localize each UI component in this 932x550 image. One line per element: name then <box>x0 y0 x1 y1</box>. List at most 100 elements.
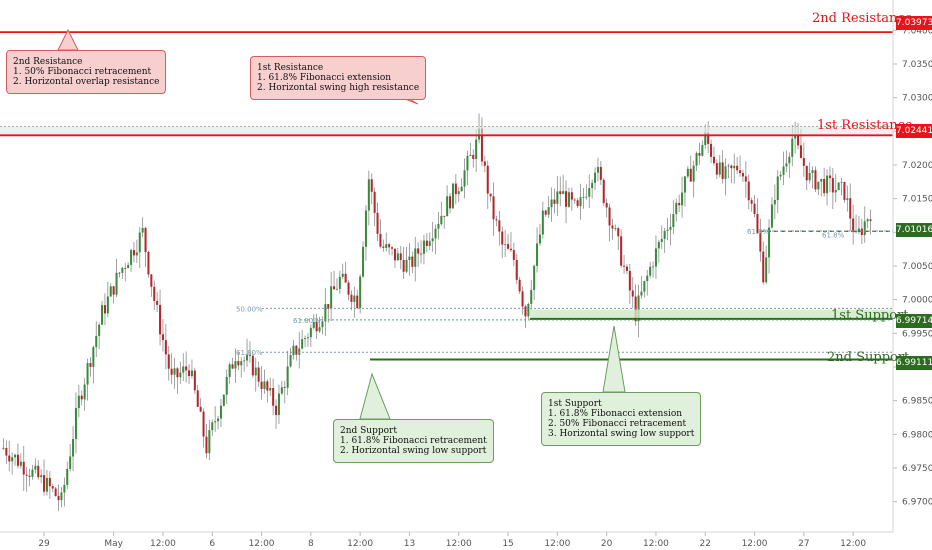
candle-body <box>106 296 109 314</box>
candle-body <box>486 165 489 194</box>
candle-body <box>843 181 846 200</box>
candle-body <box>753 203 756 215</box>
levels-layer: 50.00% 61.80% 61.80% 61.8% 61.8% <box>0 31 893 361</box>
candle-body <box>741 173 744 177</box>
candle-body <box>370 179 373 192</box>
candle-body <box>567 192 570 207</box>
candle-body <box>277 393 280 416</box>
candle-body <box>501 231 504 245</box>
x-tick-label: 12:00 <box>150 539 176 549</box>
candle-body <box>202 411 205 437</box>
candle-body <box>547 207 550 215</box>
label-2nd-support: 2nd Support <box>827 350 910 365</box>
candle-body <box>138 232 141 253</box>
candle-body <box>193 370 196 391</box>
candle-body <box>153 286 156 301</box>
candle-body <box>576 200 579 207</box>
candle-body <box>80 395 83 400</box>
candle-body <box>710 143 713 157</box>
candle-body <box>16 454 19 466</box>
candle-body <box>335 288 338 290</box>
candle-body <box>857 228 860 231</box>
candle-body <box>675 202 678 215</box>
candle-body <box>222 394 225 406</box>
candle-body <box>417 248 420 254</box>
candle-body <box>109 286 112 297</box>
note-line: 2. Horizontal overlap resistance <box>13 77 160 87</box>
x-tick-label: 13 <box>404 539 415 549</box>
candle-body <box>849 198 852 219</box>
candle-body <box>2 447 5 449</box>
candle-body <box>176 368 179 378</box>
candle-body <box>188 370 191 377</box>
candle-body <box>544 210 547 215</box>
candle-body <box>765 257 768 283</box>
candle-body <box>721 162 724 179</box>
note-title: 2nd Support <box>340 426 397 436</box>
candle-body <box>602 179 605 203</box>
candle-body <box>295 345 298 355</box>
candle-body <box>811 170 814 173</box>
y-tick-label: 7.03500 <box>902 60 932 70</box>
candle-body <box>40 475 43 478</box>
candle-body <box>457 191 460 195</box>
candle-body <box>466 155 469 171</box>
candle-body <box>776 176 779 200</box>
candle-body <box>657 241 660 249</box>
candle-body <box>779 174 782 177</box>
support-zone <box>530 309 893 319</box>
candle-body <box>634 296 637 322</box>
note-line: 2. Horizontal swing low support <box>340 446 487 456</box>
candle-body <box>388 244 391 248</box>
candle-body <box>286 366 289 388</box>
y-tick-label: 6.97000 <box>902 498 932 508</box>
candle-body <box>550 199 553 208</box>
candle-body <box>199 406 202 412</box>
candle-body <box>130 250 133 265</box>
candle-body <box>347 282 350 295</box>
candle-body <box>298 348 301 355</box>
label-1st-support: 1st Support <box>831 308 909 323</box>
candle-body <box>231 364 234 369</box>
candle-body <box>376 212 379 234</box>
candle-body <box>565 191 568 207</box>
candle-body <box>669 226 672 230</box>
y-tick-label: 7.00500 <box>902 262 932 272</box>
candle-body <box>512 250 515 260</box>
candle-body <box>837 182 840 191</box>
candle-body <box>63 484 66 493</box>
candle-body <box>773 199 776 205</box>
candle-body <box>269 387 272 391</box>
candle-body <box>190 370 193 377</box>
candle-body <box>704 132 707 146</box>
candle-body <box>672 214 675 227</box>
candle-body <box>802 158 805 166</box>
x-tick-label: May <box>104 539 123 549</box>
y-tick-label: 7.01500 <box>902 195 932 205</box>
candle-body <box>866 219 869 222</box>
candle-body <box>289 355 292 367</box>
candle-body <box>341 273 344 277</box>
candle-body <box>533 265 536 290</box>
candle-body <box>631 290 634 297</box>
candle-body <box>164 340 167 355</box>
candle-body <box>683 176 686 193</box>
candle-body <box>263 381 266 390</box>
candle-body <box>524 306 527 317</box>
candle-body <box>248 354 251 356</box>
candle-body <box>60 492 63 501</box>
candle-body <box>57 495 60 501</box>
candle-body <box>8 455 11 462</box>
candle-body <box>744 176 747 182</box>
candle-body <box>620 236 623 266</box>
candle-body <box>260 381 263 390</box>
candle-body <box>45 477 48 492</box>
candle-body <box>451 183 454 209</box>
resistance-zone <box>0 126 893 136</box>
candle-body <box>692 165 695 182</box>
candle-body <box>237 361 240 366</box>
candle-body <box>141 227 144 233</box>
candle-body <box>83 384 86 400</box>
candle-body <box>74 408 77 439</box>
candle-body <box>121 267 124 273</box>
